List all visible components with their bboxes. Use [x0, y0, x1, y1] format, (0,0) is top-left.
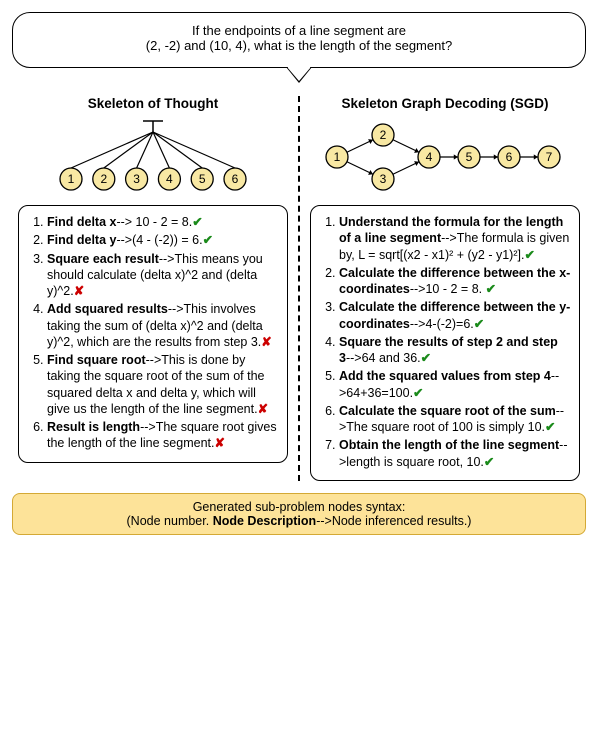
svg-text:1: 1: [68, 172, 75, 186]
check-icon: ✔: [545, 420, 555, 434]
check-icon: ✔: [421, 351, 431, 365]
svg-text:5: 5: [466, 150, 473, 164]
step-item: Square the results of step 2 and step 3-…: [339, 334, 571, 367]
step-item: Find square root-->This is done by takin…: [47, 352, 279, 417]
step-item: Calculate the square root of the sum-->T…: [339, 403, 571, 436]
step-item: Add the squared values from step 4-->64+…: [339, 368, 571, 401]
step-body: --> 10 - 2 = 8.: [116, 215, 192, 229]
step-title: Result is length: [47, 420, 140, 434]
right-title: Skeleton Graph Decoding (SGD): [310, 96, 580, 111]
svg-text:6: 6: [506, 150, 513, 164]
step-title: Square each result: [47, 252, 159, 266]
right-column: Skeleton Graph Decoding (SGD) 1 2 3 4 5 6 7 Un…: [304, 96, 586, 481]
syntax-line2: (Node number. Node Description-->Node in…: [23, 514, 575, 528]
svg-text:1: 1: [334, 150, 341, 164]
step-item: Obtain the length of the line segment-->…: [339, 437, 571, 470]
step-item: Calculate the difference between the x-c…: [339, 265, 571, 298]
left-tree-graph: 1 2 3 4 5 6: [18, 117, 288, 197]
step-item: Find delta x--> 10 - 2 = 8.✔: [47, 214, 279, 230]
check-icon: ✔: [474, 317, 484, 331]
step-title: Calculate the square root of the sum: [339, 404, 556, 418]
svg-text:6: 6: [232, 172, 239, 186]
right-dag-graph: 1 2 3 4 5 6 7: [310, 117, 580, 197]
svg-text:5: 5: [199, 172, 206, 186]
svg-text:7: 7: [546, 150, 553, 164]
svg-text:3: 3: [380, 172, 387, 186]
svg-text:2: 2: [100, 172, 107, 186]
step-title: Obtain the length of the line segment: [339, 438, 559, 452]
step-item: Understand the formula for the length of…: [339, 214, 571, 263]
column-divider: [298, 96, 300, 481]
check-icon: ✔: [524, 248, 534, 262]
left-title: Skeleton of Thought: [18, 96, 288, 111]
syntax-box: Generated sub-problem nodes syntax: (Nod…: [12, 493, 586, 535]
step-item: Square each result-->This means you shou…: [47, 251, 279, 300]
step-item: Result is length-->The square root gives…: [47, 419, 279, 452]
svg-text:4: 4: [166, 172, 173, 186]
step-title: Find delta y: [47, 233, 116, 247]
left-steps-box: Find delta x--> 10 - 2 = 8.✔Find delta y…: [18, 205, 288, 463]
comparison-columns: Skeleton of Thought 123456 Find delta x-…: [12, 96, 586, 481]
question-line1: If the endpoints of a line segment are: [27, 23, 571, 38]
check-icon: ✔: [203, 233, 213, 247]
step-body: -->(4 - (-2)) = 6.: [116, 233, 202, 247]
question-box: If the endpoints of a line segment are (…: [12, 12, 586, 68]
step-body: -->10 - 2 = 8.: [410, 282, 486, 296]
cross-icon: ✘: [258, 402, 268, 416]
step-item: Find delta y-->(4 - (-2)) = 6.✔: [47, 232, 279, 248]
check-icon: ✔: [413, 386, 423, 400]
check-icon: ✔: [486, 282, 496, 296]
cross-icon: ✘: [74, 284, 84, 298]
step-title: Add squared results: [47, 302, 168, 316]
svg-text:4: 4: [426, 150, 433, 164]
right-steps-box: Understand the formula for the length of…: [310, 205, 580, 481]
left-column: Skeleton of Thought 1 2 3 4 5 6 Find delta x-…: [12, 96, 294, 481]
syntax-line1: Generated sub-problem nodes syntax:: [23, 500, 575, 514]
question-line2: (2, -2) and (10, 4), what is the length …: [27, 38, 571, 53]
step-title: Find delta x: [47, 215, 116, 229]
step-body: -->4-(-2)=6.: [410, 317, 474, 331]
step-body: -->64 and 36.: [346, 351, 421, 365]
step-item: Add squared results-->This involves taki…: [47, 301, 279, 350]
step-title: Find square root: [47, 353, 146, 367]
step-item: Calculate the difference between the y-c…: [339, 299, 571, 332]
check-icon: ✔: [484, 455, 494, 469]
svg-text:2: 2: [380, 128, 387, 142]
cross-icon: ✘: [261, 335, 271, 349]
svg-text:3: 3: [133, 172, 140, 186]
check-icon: ✔: [192, 215, 202, 229]
cross-icon: ✘: [214, 436, 224, 450]
step-title: Add the squared values from step 4: [339, 369, 551, 383]
